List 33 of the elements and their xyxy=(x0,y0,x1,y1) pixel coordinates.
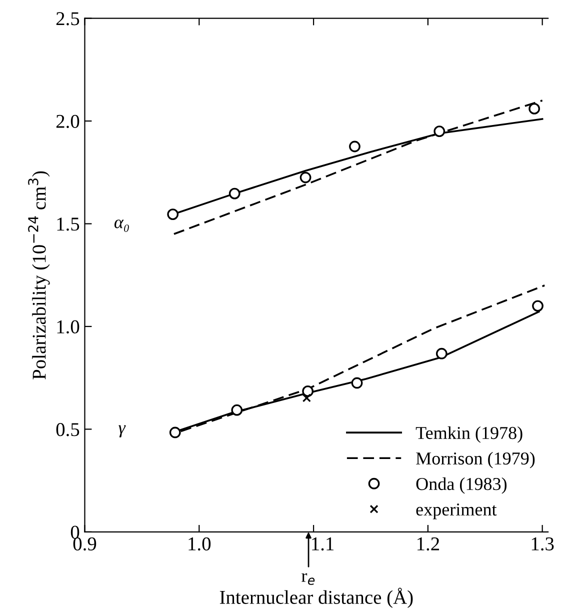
x-tick-label: 1.3 xyxy=(532,537,554,551)
y-tick-label: 0.5 xyxy=(56,423,80,436)
y-tick-label: 1.5 xyxy=(57,218,80,231)
y-tick-label: 2.5 xyxy=(56,12,80,26)
legend-label: experiment xyxy=(416,503,497,520)
y-axis-title: Polarizability (10$^{−24}$ cm$^{3}$) xyxy=(28,171,50,380)
annotation: α₀ xyxy=(114,220,129,232)
point xyxy=(436,348,448,360)
y-tick-label: 2.0 xyxy=(56,114,80,128)
point xyxy=(228,188,240,200)
legend-label: Morrison (1979) xyxy=(416,452,535,468)
x-tick-label: 1.1 xyxy=(312,537,334,551)
point xyxy=(231,404,243,416)
point xyxy=(434,126,446,137)
point xyxy=(300,172,312,184)
text: r$_{e}$ xyxy=(302,573,315,585)
legend-label: Temkin (1978) xyxy=(416,426,522,443)
point xyxy=(169,426,181,438)
point xyxy=(302,385,314,397)
annotation: γ xyxy=(118,425,126,438)
point xyxy=(302,394,311,402)
point xyxy=(528,103,540,114)
y-tick-label: 0 xyxy=(70,526,80,539)
legend-label: Onda (1983) xyxy=(416,477,507,494)
y-tick-label: 1.0 xyxy=(57,320,80,334)
x-tick-label: 1.0 xyxy=(188,537,211,551)
x-tick-label: 0.9 xyxy=(73,537,96,551)
x-tick-label: 1.2 xyxy=(417,537,440,551)
point xyxy=(349,140,360,152)
x-axis-title: Internuclear distance (Å) xyxy=(220,588,413,608)
point xyxy=(532,300,544,312)
point xyxy=(167,208,179,220)
point xyxy=(351,377,363,389)
